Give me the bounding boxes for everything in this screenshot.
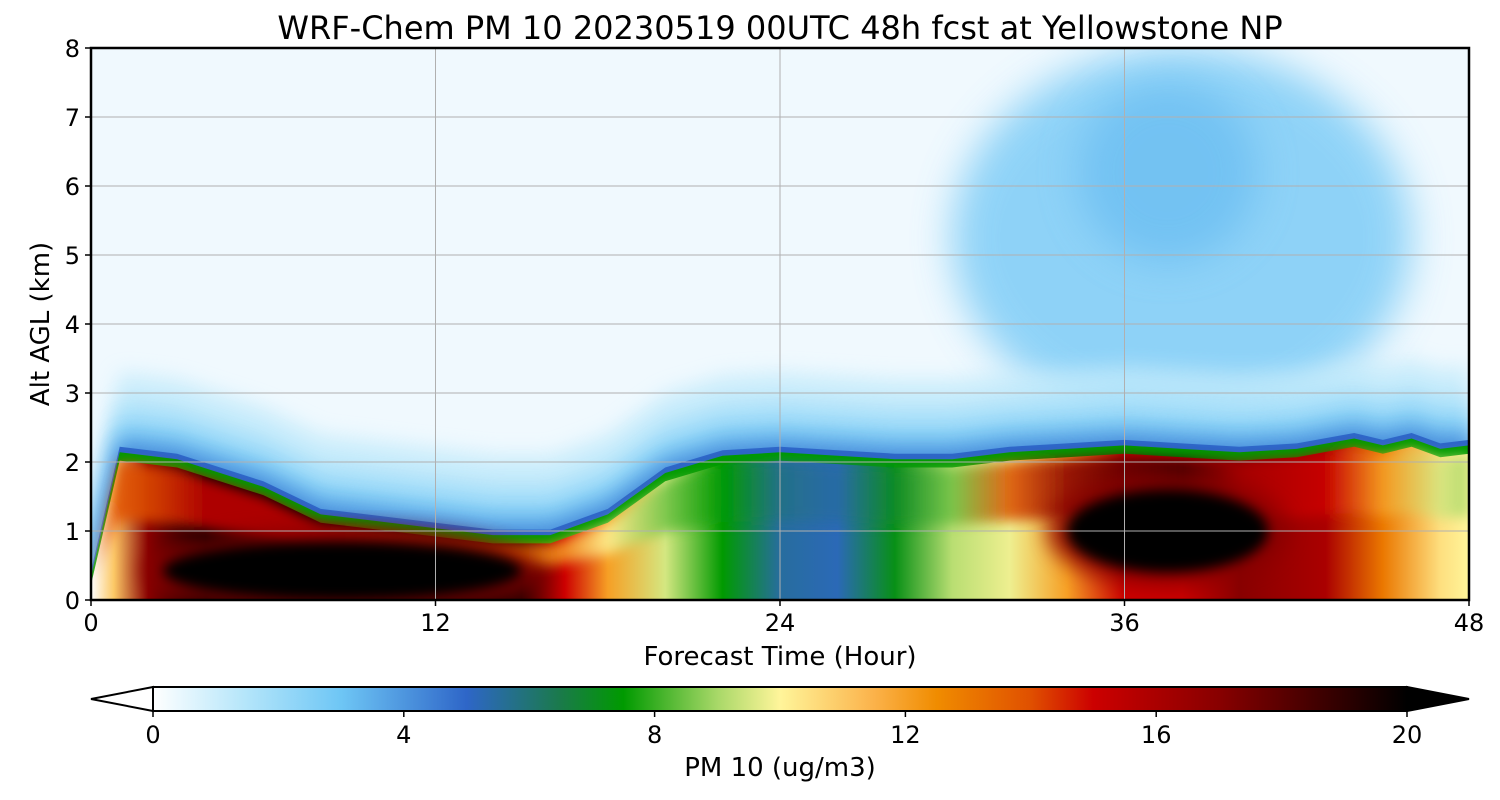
colorbar-extend-max [1406, 685, 1470, 713]
upper-plume-core [1077, 82, 1258, 263]
colorbar-tick-label: 8 [647, 721, 662, 749]
colorbar-label: PM 10 (ug/m3) [684, 753, 876, 783]
y-tick-label: 1 [65, 518, 80, 546]
x-axis: 0 12 24 36 48 [83, 600, 1484, 637]
y-axis: 0 1 2 3 4 5 6 7 8 [65, 35, 91, 615]
colorbar-tick-label: 4 [396, 721, 411, 749]
y-tick-label: 0 [65, 587, 80, 615]
colorbar-ticks: 0 4 8 12 16 20 [145, 711, 1422, 749]
x-tick-label: 36 [1109, 609, 1140, 637]
colorbar-tick-label: 12 [890, 721, 921, 749]
chart-title: WRF-Chem PM 10 20230519 00UTC 48h fcst a… [277, 9, 1282, 47]
colorbar: 0 4 8 12 16 20 PM 10 (ug/m3) [90, 685, 1470, 783]
x-tick-label: 12 [420, 609, 451, 637]
x-tick-label: 24 [765, 609, 796, 637]
y-tick-label: 7 [65, 104, 80, 132]
y-tick-label: 2 [65, 449, 80, 477]
x-tick-label: 48 [1454, 609, 1485, 637]
y-tick-label: 6 [65, 173, 80, 201]
colorbar-gradient [152, 686, 1408, 712]
y-axis-label: Alt AGL (km) [26, 242, 56, 406]
colorbar-tick-label: 20 [1392, 721, 1423, 749]
y-tick-label: 8 [65, 35, 80, 63]
y-tick-label: 3 [65, 380, 80, 408]
x-tick-label: 0 [83, 609, 98, 637]
y-tick-label: 4 [65, 311, 80, 339]
colorbar-tick-label: 16 [1141, 721, 1172, 749]
peak-region [162, 541, 522, 600]
y-tick-label: 5 [65, 242, 80, 270]
x-axis-label: Forecast Time (Hour) [643, 642, 916, 672]
colorbar-tick-label: 0 [145, 721, 160, 749]
plot-area [91, 48, 1469, 600]
grid [91, 48, 1469, 600]
colorbar-extend-min [90, 685, 154, 713]
